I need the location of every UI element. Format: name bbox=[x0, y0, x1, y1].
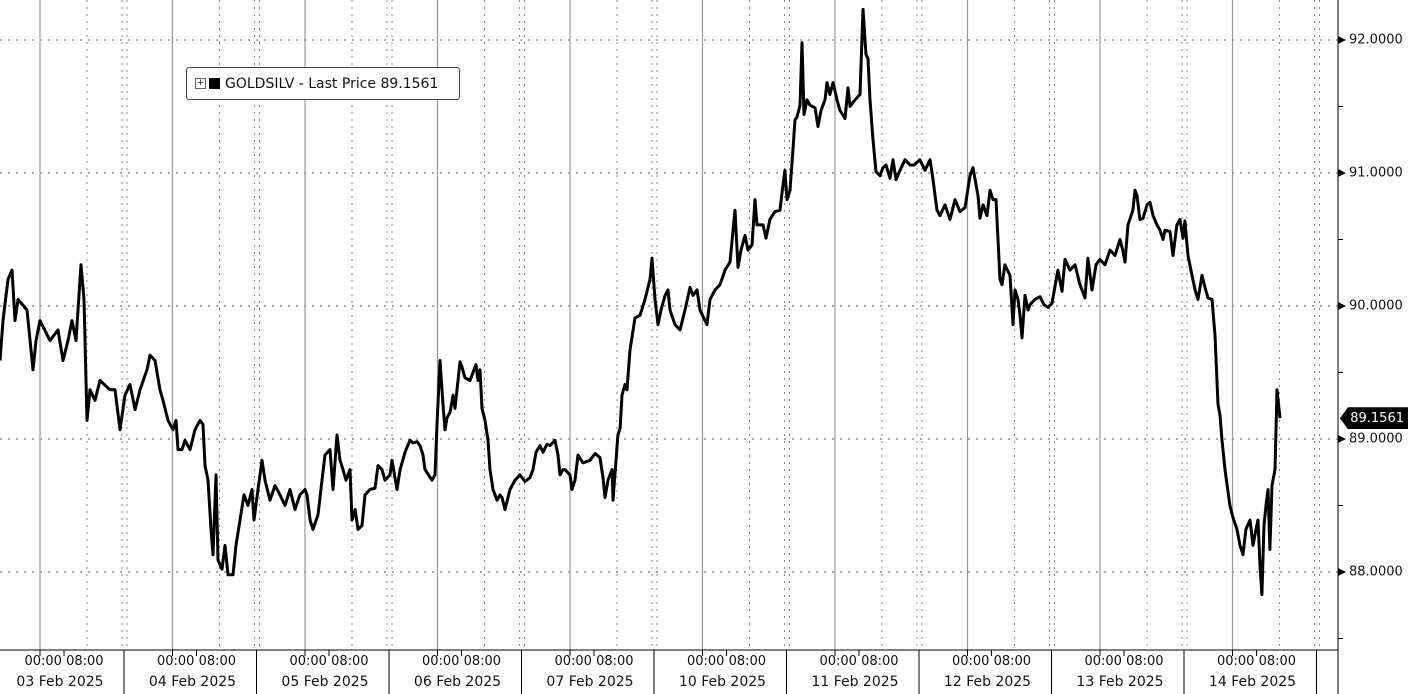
legend-label: GOLDSILV - Last Price 89.1561 bbox=[225, 75, 439, 92]
x-time-labels: 00:00 08:00 bbox=[1216, 654, 1297, 669]
y-tick-mark bbox=[1338, 169, 1346, 177]
x-date-label: 04 Feb 2025 bbox=[148, 674, 237, 690]
legend[interactable]: + GOLDSILV - Last Price 89.1561 bbox=[186, 67, 460, 100]
y-tick-mark bbox=[1338, 302, 1346, 310]
x-time-labels: 00:00 08:00 bbox=[819, 654, 899, 669]
x-time-labels: 00:00 08:00 bbox=[156, 654, 237, 669]
x-date-label: 13 Feb 2025 bbox=[1076, 674, 1164, 690]
x-date-label: 03 Feb 2025 bbox=[16, 674, 104, 690]
x-time-labels: 00:00 08:00 bbox=[1084, 654, 1164, 669]
x-date-label: 07 Feb 2025 bbox=[546, 674, 634, 690]
y-tick-label: 91.0000 bbox=[1349, 165, 1403, 181]
y-tick-label: 88.0000 bbox=[1349, 564, 1403, 580]
grid-lines bbox=[0, 0, 1338, 650]
x-time-labels: 00:00 08:00 bbox=[421, 654, 502, 669]
x-date-label: 14 Feb 2025 bbox=[1208, 674, 1297, 690]
y-tick-mark bbox=[1338, 435, 1346, 443]
y-tick-label: 92.0000 bbox=[1349, 32, 1403, 48]
x-date-label: 06 Feb 2025 bbox=[413, 674, 502, 690]
y-tick-mark bbox=[1338, 568, 1346, 576]
x-time-labels: 00:00 08:00 bbox=[554, 654, 634, 669]
expand-plus-icon[interactable]: + bbox=[195, 78, 206, 89]
x-date-label: 10 Feb 2025 bbox=[678, 674, 767, 690]
legend-swatch bbox=[209, 78, 220, 89]
x-time-labels: 00:00 08:00 bbox=[24, 654, 104, 669]
y-tick-label: 90.0000 bbox=[1349, 298, 1403, 314]
series-line-goldsilv bbox=[0, 7, 1282, 597]
x-date-label: 12 Feb 2025 bbox=[943, 674, 1032, 690]
x-date-label: 05 Feb 2025 bbox=[281, 674, 369, 690]
last-price-tag: 89.1561 bbox=[1340, 407, 1408, 430]
x-time-labels: 00:00 08:00 bbox=[686, 654, 767, 669]
y-tick-mark bbox=[1338, 36, 1346, 44]
y-tick-label: 89.0000 bbox=[1349, 431, 1403, 447]
x-time-labels: 00:00 08:00 bbox=[289, 654, 369, 669]
x-time-labels: 00:00 08:00 bbox=[951, 654, 1032, 669]
axes bbox=[0, 0, 1346, 694]
x-date-label: 11 Feb 2025 bbox=[811, 674, 899, 690]
